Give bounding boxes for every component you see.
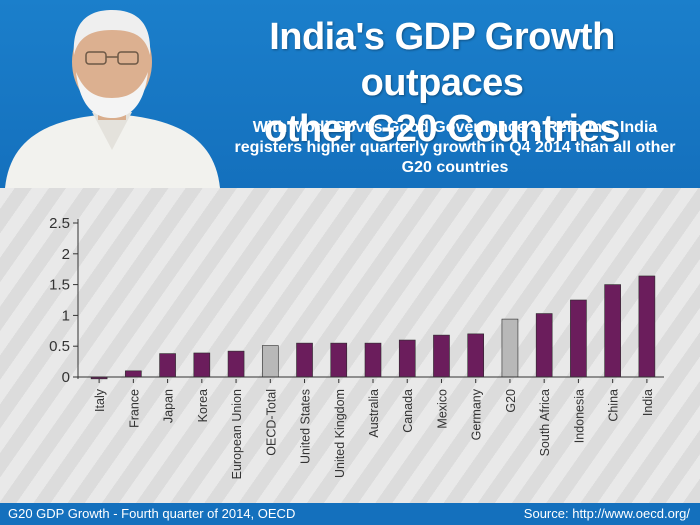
x-tick-label: Indonesia [572,389,586,443]
x-tick-label: Canada [401,389,415,433]
footer-caption: G20 GDP Growth - Fourth quarter of 2014,… [8,506,296,521]
headline: India's GDP Growth outpaces other G20 Co… [184,14,700,152]
bar-south-africa [535,313,553,378]
bar-united-kingdom [330,342,348,378]
bar-g20 [501,318,519,378]
footer-source: Source: http://www.oecd.org/ [523,506,690,521]
x-axis: Italy France Japan Korea European Union OECD-… [78,376,664,479]
bar-india [638,275,656,378]
y-tick-label: 0.5 [49,338,70,355]
bar-australia [364,342,382,378]
bar-germany [467,333,485,378]
bar-mexico [433,334,450,378]
bar-france [125,370,142,378]
x-tick-label: Korea [196,389,210,422]
x-tick-label: G20 [504,389,518,413]
headline-line-1: India's GDP Growth outpaces [269,16,615,104]
x-tick-label: France [127,389,141,428]
x-tick-label: India [641,389,655,416]
headline-line-2: other G20 Countries [264,108,620,150]
x-tick-label: South Africa [538,389,552,456]
bar-european-union [227,350,245,378]
subheadline: With Modi Govt's Good Governance & Refor… [234,119,676,176]
bars [90,275,656,380]
x-tick-label: United States [299,389,313,464]
y-tick-label: 1 [62,307,70,324]
x-tick-label: Germany [470,388,484,440]
bar-indonesia [570,299,587,378]
bar-canada [398,339,416,378]
x-tick-label: Mexico [435,389,449,429]
x-tick-label: Japan [162,389,176,423]
footer-bar: G20 GDP Growth - Fourth quarter of 2014,… [0,503,700,525]
x-tick-label: European Union [230,389,244,479]
x-tick-label: Australia [367,389,381,438]
bar-china [604,284,621,378]
bar-oecd-total [261,345,279,378]
portrait-image [5,10,220,188]
x-tick-label: OECD-Total [264,389,278,456]
bar-korea [193,352,211,378]
y-axis: 0 0.5 1 1.5 2 2.5 [49,215,79,386]
x-tick-label: United Kingdom [333,389,347,478]
y-tick-label: 0 [62,369,70,386]
bar-chart: 0 0.5 1 1.5 2 2.5 Italy France Japan Korea Europe… [49,215,664,479]
chart-area: 0 0.5 1 1.5 2 2.5 Italy France Japan Korea Europe… [0,188,700,503]
y-tick-label: 2.5 [49,215,70,232]
x-tick-label: Italy [93,388,107,412]
y-tick-label: 2 [62,246,70,263]
bar-japan [159,353,176,378]
x-tick-label: China [607,389,621,422]
header-banner: India's GDP Growth outpaces other G20 Co… [0,0,700,188]
y-tick-label: 1.5 [49,277,70,294]
bar-united-states [296,342,313,378]
